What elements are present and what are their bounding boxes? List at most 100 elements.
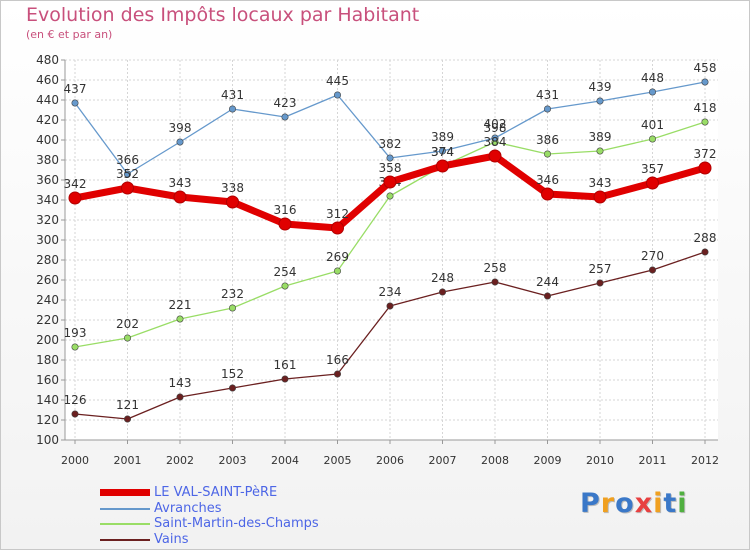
x-tick-label: 2001	[114, 454, 142, 467]
data-point-1	[543, 105, 551, 113]
data-point-0	[541, 187, 554, 201]
y-tick-label: 140	[36, 393, 59, 407]
data-label-1: 431	[221, 88, 244, 102]
x-tick-label: 2007	[429, 454, 457, 467]
legend-label-vains: Vains	[154, 531, 189, 547]
y-tick-label: 180	[36, 353, 59, 367]
data-point-0	[331, 221, 344, 235]
data-point-1	[281, 113, 289, 121]
y-tick-label: 480	[36, 53, 59, 67]
data-point-1	[176, 138, 184, 146]
data-point-3	[124, 415, 132, 423]
legend-swatch-val-saint-pere	[100, 489, 150, 496]
x-tick-label: 2008	[481, 454, 509, 467]
logo-letter: i	[653, 488, 664, 519]
y-tick-label: 340	[36, 193, 59, 207]
data-point-1	[229, 105, 237, 113]
data-point-2	[701, 118, 709, 126]
data-point-2	[124, 334, 132, 342]
logo-letter: i	[677, 488, 688, 519]
legend-label-saint-martin: Saint-Martin-des-Champs	[154, 516, 319, 531]
data-label-1: 448	[641, 71, 664, 85]
y-tick-label: 300	[36, 233, 59, 247]
data-label-0: 346	[536, 173, 559, 187]
data-point-3	[596, 279, 604, 287]
y-tick-label: 240	[36, 293, 59, 307]
data-label-0: 372	[694, 147, 717, 161]
legend-label-val-saint-pere: LE VAL-SAINT-PèRE	[154, 485, 278, 500]
data-point-0	[68, 191, 82, 205]
data-label-2: 386	[536, 133, 559, 147]
data-point-3	[438, 288, 446, 296]
y-tick-label: 260	[36, 273, 59, 287]
y-tick-label: 220	[36, 313, 59, 327]
data-point-2	[386, 192, 394, 200]
data-point-0	[121, 181, 134, 195]
data-label-0: 357	[641, 162, 664, 176]
y-tick-label: 320	[36, 213, 59, 227]
data-label-1: 389	[431, 130, 454, 144]
y-tick-label: 160	[36, 373, 59, 387]
data-label-1: 445	[326, 74, 349, 88]
data-label-2: 398	[484, 121, 507, 135]
data-label-0: 374	[431, 145, 454, 159]
data-label-3: 121	[116, 398, 139, 412]
data-point-2	[648, 135, 656, 143]
y-tick-label: 460	[36, 73, 59, 87]
y-tick-label: 100	[36, 433, 59, 447]
data-label-3: 234	[379, 285, 402, 299]
data-point-1	[701, 78, 709, 86]
data-point-2	[281, 282, 289, 290]
data-point-1	[386, 154, 394, 162]
data-label-2: 221	[169, 298, 192, 312]
data-label-3: 143	[169, 376, 192, 390]
data-point-3	[229, 384, 237, 392]
data-label-0: 343	[589, 176, 612, 190]
data-point-1	[596, 97, 604, 105]
legend-swatch-vains	[100, 538, 150, 541]
data-label-0: 342	[64, 177, 87, 191]
logo-letter: r	[600, 488, 616, 519]
proxiti-logo: Proxiti	[580, 488, 688, 519]
y-tick-label: 420	[36, 113, 59, 127]
data-point-1	[333, 91, 341, 99]
data-point-3	[701, 248, 709, 256]
data-point-2	[543, 150, 551, 158]
data-point-2	[229, 304, 237, 312]
data-label-0: 352	[116, 167, 139, 181]
plot-area	[65, 60, 718, 440]
logo-letter: x	[634, 488, 654, 519]
data-point-0	[383, 175, 397, 189]
data-point-0	[646, 176, 659, 190]
data-label-2: 418	[694, 101, 717, 115]
logo-letter: P	[580, 488, 601, 519]
legend-swatch-avranches	[100, 507, 150, 510]
x-tick-label: 2005	[324, 454, 352, 467]
data-label-1: 423	[274, 96, 297, 110]
data-label-3: 248	[431, 271, 454, 285]
x-tick-label: 2004	[271, 454, 299, 467]
data-label-1: 439	[589, 80, 612, 94]
data-label-3: 244	[536, 275, 559, 289]
data-label-3: 288	[694, 231, 717, 245]
data-point-0	[488, 149, 502, 163]
data-point-1	[491, 134, 499, 142]
chart-title: Evolution des Impôts locaux par Habitant	[26, 4, 420, 26]
data-label-3: 270	[641, 249, 664, 263]
data-point-3	[648, 266, 656, 274]
data-label-3: 126	[64, 393, 87, 407]
data-label-2: 269	[326, 250, 349, 264]
data-label-0: 338	[221, 181, 244, 195]
data-label-3: 161	[274, 358, 297, 372]
data-point-0	[278, 217, 292, 231]
x-tick-label: 2000	[61, 454, 89, 467]
data-point-0	[436, 159, 449, 173]
y-tick-label: 440	[36, 93, 59, 107]
data-label-0: 316	[274, 203, 297, 217]
data-point-1	[648, 88, 656, 96]
legend-swatch-saint-martin	[100, 523, 150, 525]
data-point-0	[173, 190, 187, 204]
data-label-1: 366	[116, 153, 139, 167]
data-label-2: 193	[64, 326, 87, 340]
line-chart: 100 120 140 160 180 200 220 240 260 280 300 320 340 3…	[36, 53, 719, 467]
